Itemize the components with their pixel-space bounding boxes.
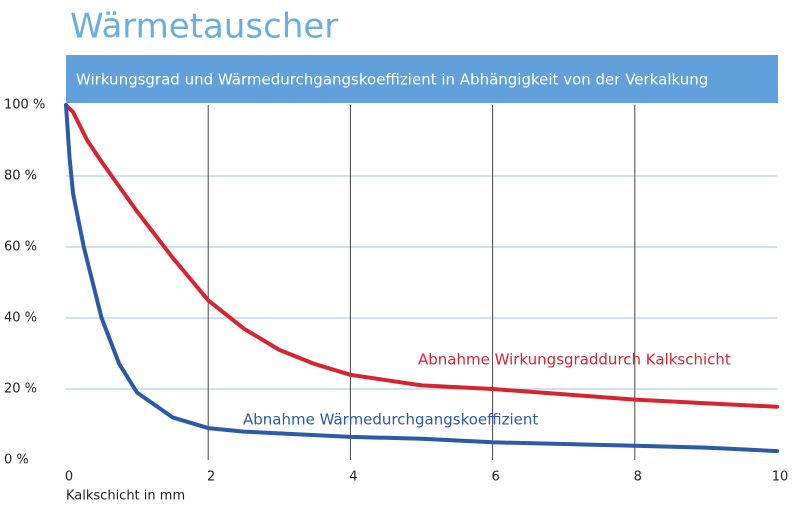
x-tick-label: 4	[349, 470, 357, 485]
y-tick-label: 40 %	[4, 311, 37, 326]
x-tick-label: 2	[207, 470, 215, 485]
data-line	[64, 103, 779, 409]
data-line	[64, 103, 779, 454]
y-tick-label: 60 %	[4, 240, 37, 255]
header-band	[66, 55, 778, 103]
y-tick-label: 100 %	[4, 98, 45, 113]
y-tick-label: 20 %	[4, 382, 37, 397]
chart-title: Wärmetauscher	[70, 7, 338, 47]
x-tick-label: 10	[772, 470, 789, 485]
x-tick-label: 6	[491, 470, 499, 485]
chart-subtitle: Wirkungsgrad und Wärmedurchgangskoeffizi…	[76, 71, 708, 89]
series-label: Abnahme Wärmedurchgangskoeffizient	[243, 411, 538, 429]
x-tick-label: 8	[634, 470, 642, 485]
x-axis-label: Kalkschicht in mm	[66, 489, 185, 504]
series-label: Abnahme Wirkungsgraddurch Kalkschicht	[418, 351, 731, 369]
y-tick-label: 0 %	[4, 453, 29, 468]
x-tick-label: 0	[65, 470, 73, 485]
y-tick-label: 80 %	[4, 169, 37, 184]
